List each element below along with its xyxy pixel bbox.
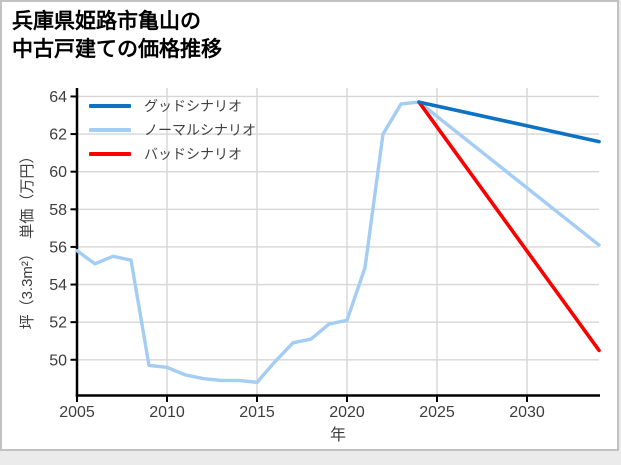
legend-label-good-scenario: グッドシナリオ	[144, 98, 242, 114]
y-tick-label: 64	[49, 89, 67, 106]
legend-label-bad-scenario: バッドシナリオ	[144, 146, 242, 162]
x-tick-label: 2015	[239, 404, 275, 421]
y-tick-label: 58	[49, 202, 67, 219]
series-normal-scenario	[75, 100, 601, 385]
y-axis-label: 坪（3.3m²） 単価（万円）	[19, 148, 36, 330]
x-tick-label: 2030	[509, 404, 545, 421]
legend-swatch-normal-scenario	[89, 128, 131, 132]
y-tick-label: 52	[49, 315, 67, 332]
x-tick-label: 2025	[419, 404, 455, 421]
y-tick-label: 54	[49, 277, 67, 294]
y-tick-label: 60	[49, 164, 67, 181]
x-tick-label: 2020	[329, 404, 365, 421]
legend-swatch-good-scenario	[89, 104, 131, 108]
x-tick-label: 2010	[149, 404, 185, 421]
series-good-scenario	[417, 100, 601, 144]
legend-item-bad-scenario: バッドシナリオ	[89, 142, 256, 166]
y-tick-label: 56	[49, 239, 67, 256]
chart-title-line-2: 中古戸建ての価格推移	[12, 37, 222, 61]
chart-title: 兵庫県姫路市亀山の 中古戸建ての価格推移	[12, 8, 222, 63]
x-axis-label: 年	[329, 427, 347, 444]
x-tick-label: 2005	[59, 404, 95, 421]
series-bad-scenario	[417, 100, 601, 353]
legend: グッドシナリオ ノーマルシナリオ バッドシナリオ	[89, 94, 256, 166]
y-tick-label: 62	[49, 127, 67, 144]
chart-card: 兵庫県姫路市亀山の 中古戸建ての価格推移 坪（3.3m²） 単価（万円） 年 2…	[0, 0, 619, 451]
legend-swatch-bad-scenario	[89, 152, 131, 156]
y-tick-label: 50	[49, 352, 67, 369]
legend-item-normal-scenario: ノーマルシナリオ	[89, 118, 256, 142]
chart-title-line-1: 兵庫県姫路市亀山の	[12, 10, 201, 33]
legend-item-good-scenario: グッドシナリオ	[89, 94, 256, 118]
legend-label-normal-scenario: ノーマルシナリオ	[144, 122, 256, 138]
